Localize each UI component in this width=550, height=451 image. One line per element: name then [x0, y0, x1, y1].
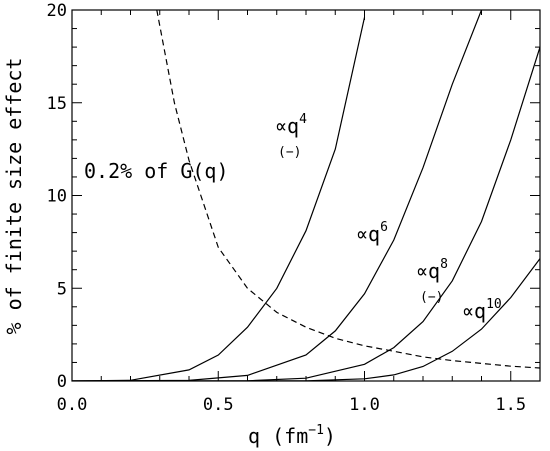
series-layer [72, 10, 540, 381]
x-axis-label: q (fm−1) [248, 423, 336, 448]
x-tick-label: 0.0 [57, 395, 88, 415]
y-tick-label: 15 [47, 94, 67, 114]
y-tick-label: 10 [47, 187, 67, 207]
series-line-2 [72, 46, 540, 381]
y-tick-label: 20 [47, 1, 67, 21]
series-line-3 [72, 258, 540, 381]
annotation-gq: 0.2% of G(q) [84, 159, 229, 183]
y-axis-label: % of finite size effect [2, 58, 26, 335]
ticks-layer: 0.0 0.5 1.0 1.5 0 5 10 15 20 [47, 1, 541, 415]
annotation-q4: ∝q4 [275, 112, 307, 138]
annotation-q8: ∝q8 [416, 257, 448, 283]
x-tick-label: 1.0 [349, 395, 380, 415]
annotation-q8-sign: (−) [420, 290, 443, 305]
y-tick-label: 0 [57, 372, 67, 392]
annotation-q10: ∝q10 [462, 297, 502, 323]
x-tick-label: 1.5 [495, 395, 526, 415]
series-line-4 [156, 10, 540, 369]
annotation-q4-sign: (−) [278, 145, 301, 160]
plot-frame [71, 9, 541, 382]
y-tick-label: 5 [57, 279, 67, 299]
x-tick-label: 0.5 [203, 395, 234, 415]
series-line-1 [72, 10, 483, 381]
series-line-0 [72, 17, 366, 381]
annotation-q6: ∝q6 [356, 220, 388, 246]
